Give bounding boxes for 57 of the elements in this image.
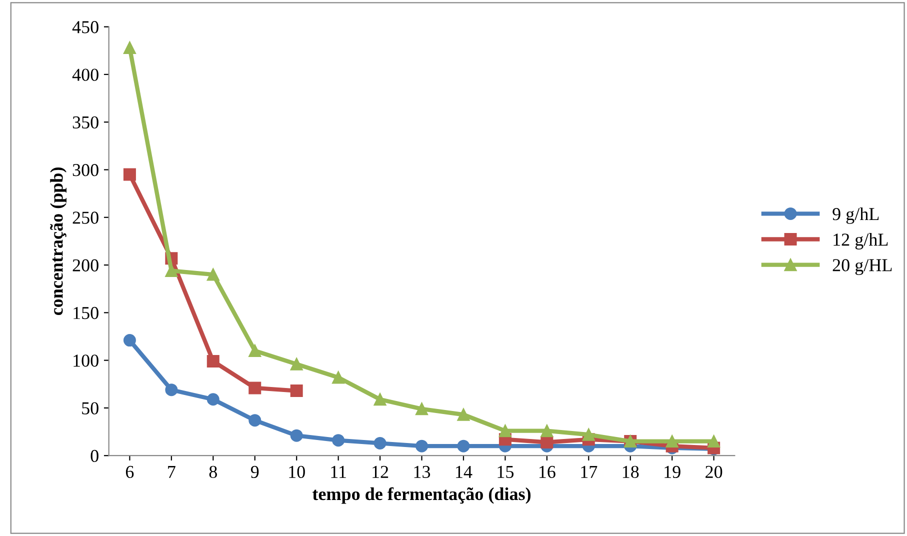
- point: [332, 434, 345, 447]
- y-tick-label: 450: [72, 21, 98, 34]
- point: [206, 355, 220, 368]
- legend-label: 12 g/hL: [834, 233, 888, 250]
- point: [708, 435, 720, 448]
- y-tick-label: 0: [90, 450, 98, 462]
- point: [374, 436, 386, 450]
- x-tick-label: 8: [209, 466, 217, 478]
- point: [248, 382, 262, 394]
- x-tick-label: 12: [372, 466, 388, 478]
- point: [248, 414, 262, 427]
- x-tick-label: 13: [414, 466, 430, 478]
- point: [540, 436, 554, 449]
- point: [457, 408, 470, 421]
- y-tick-label: 250: [72, 212, 98, 224]
- y-tick-label: 50: [82, 402, 98, 414]
- point: [206, 268, 220, 281]
- x-tick-label: 19: [664, 466, 680, 478]
- point: [290, 358, 303, 370]
- y-tick-label: 100: [74, 354, 98, 367]
- x-axis-title: tempo de fermentação (dias): [312, 487, 531, 504]
- y-tick-label: 300: [72, 164, 98, 176]
- point: [123, 42, 136, 54]
- point: [582, 428, 595, 441]
- legend-label: 9 g/hL: [832, 207, 879, 224]
- point: [498, 424, 512, 438]
- y-axis-title: concentração (ppb): [50, 168, 66, 316]
- point: [123, 168, 136, 181]
- point: [540, 424, 554, 438]
- legend-label: 20 g/HL: [832, 259, 892, 276]
- y-tick-label: 400: [72, 68, 98, 81]
- x-tick-label: 18: [622, 466, 639, 478]
- point: [123, 334, 136, 347]
- point: [332, 371, 345, 384]
- point: [290, 384, 303, 398]
- x-tick-label: 6: [126, 466, 134, 478]
- point: [374, 393, 386, 406]
- y-tick-label: 350: [72, 116, 98, 129]
- x-tick-label: 7: [168, 466, 176, 478]
- point: [416, 402, 428, 416]
- x-tick-label: 16: [539, 466, 556, 478]
- point: [248, 344, 262, 358]
- point: [165, 384, 178, 396]
- point: [666, 435, 678, 448]
- x-tick-label: 15: [498, 466, 514, 478]
- point: [290, 429, 303, 442]
- x-tick-label: 11: [331, 466, 346, 478]
- x-tick-label: 20: [706, 466, 722, 478]
- x-tick-label: 10: [289, 466, 305, 478]
- point: [457, 440, 470, 452]
- y-tick-label: 200: [72, 259, 98, 272]
- x-tick-label: 9: [250, 466, 259, 478]
- point: [206, 393, 220, 406]
- x-tick-label: 14: [456, 466, 472, 478]
- point: [416, 440, 428, 452]
- x-tick-label: 17: [581, 466, 598, 478]
- y-tick-label: 150: [74, 306, 98, 320]
